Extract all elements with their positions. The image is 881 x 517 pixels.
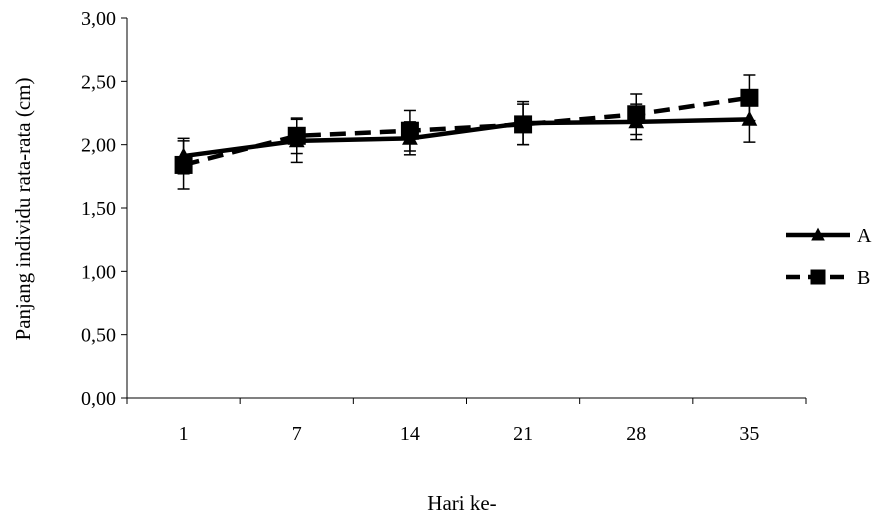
x-tick-label: 7 <box>292 423 302 445</box>
y-axis-ticks: 0,00 0,50 1,00 1,50 2,00 2,50 3,00 <box>81 8 127 410</box>
legend-item: B <box>786 267 870 289</box>
series-B <box>174 74 759 190</box>
series-line <box>183 117 750 159</box>
axes <box>126 18 806 399</box>
y-tick-label: 3,00 <box>81 8 116 30</box>
y-tick-label: 2,00 <box>81 135 116 157</box>
x-tick-label: 21 <box>513 423 533 445</box>
legend-marker <box>811 227 825 241</box>
y-tick-label: 1,00 <box>81 261 116 283</box>
data-point <box>514 115 533 134</box>
y-tick-label: 0,00 <box>81 388 116 410</box>
x-axis-title: Hari ke- <box>427 491 496 515</box>
legend-item: A <box>786 225 872 247</box>
x-tick-label: 35 <box>739 423 759 445</box>
series-line <box>183 95 750 168</box>
data-point <box>287 126 306 145</box>
data-point <box>627 105 646 124</box>
x-tick-label: 28 <box>626 423 646 445</box>
x-tick-label: 14 <box>400 423 420 445</box>
data-point <box>174 155 193 174</box>
y-axis-title: Panjang individu rata-rata (cm) <box>11 78 35 341</box>
legend-marker <box>810 269 826 285</box>
legend-label: B <box>857 267 870 289</box>
data-point <box>740 88 759 107</box>
series-A <box>175 95 758 175</box>
legend: AB <box>786 225 872 289</box>
plot-area <box>174 74 759 190</box>
legend-label: A <box>857 225 872 247</box>
y-tick-label: 2,50 <box>81 71 116 93</box>
x-axis-ticks: 1 7 14 21 28 35 <box>126 398 807 445</box>
y-tick-label: 0,50 <box>81 325 116 347</box>
y-tick-label: 1,50 <box>81 198 116 220</box>
x-tick-label: 1 <box>179 423 189 445</box>
data-point <box>400 121 419 140</box>
